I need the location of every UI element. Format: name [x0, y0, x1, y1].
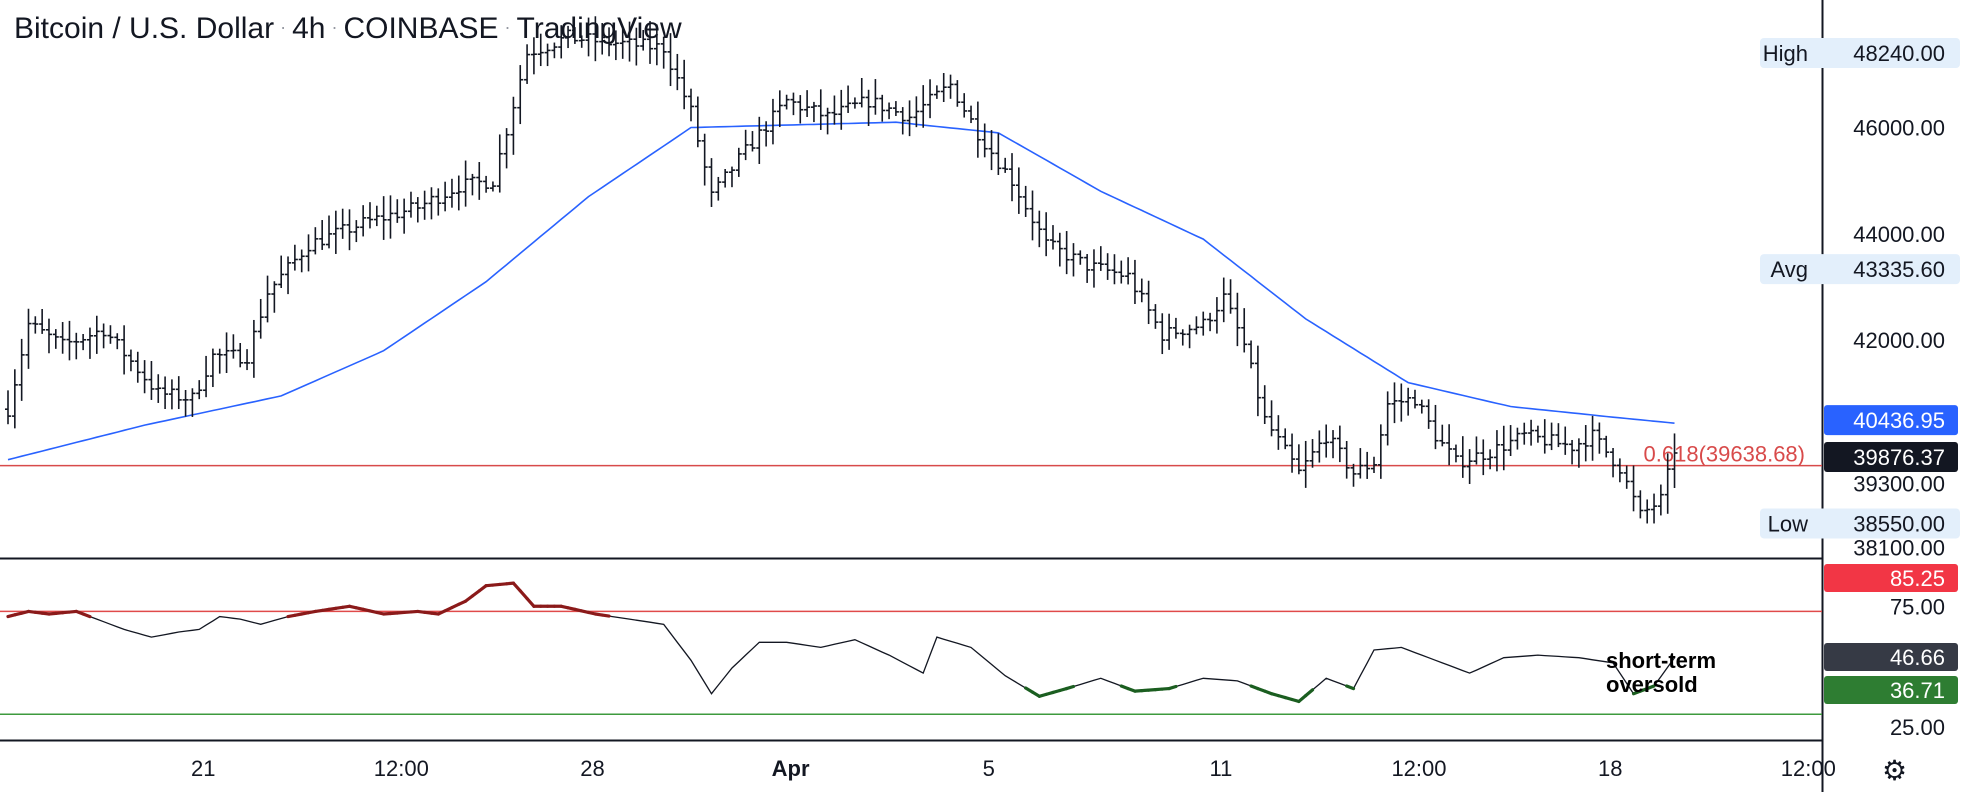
rsi-value-text: 46.66	[1890, 645, 1945, 670]
price-tick-label: 44000.00	[1853, 222, 1945, 247]
interval-label[interactable]: 4h	[292, 12, 326, 45]
price-tick-label: 38100.00	[1853, 535, 1945, 560]
title-separator: ·	[504, 17, 511, 37]
ma-price-badge	[1824, 405, 1958, 436]
rsi-value-text: 36.71	[1890, 678, 1945, 703]
high-label-bg	[1760, 38, 1960, 68]
rsi-highlight-segment	[1304, 688, 1315, 698]
avg-label: Avg	[1770, 257, 1808, 282]
exchange-label: COINBASE	[343, 12, 499, 45]
rsi-highlight-segment	[600, 613, 611, 618]
rsi-highlight-segment	[525, 596, 536, 608]
annotation-oversold: oversold	[1606, 672, 1698, 697]
rsi-highlight-segment	[81, 612, 92, 619]
time-tick-label: 18	[1598, 756, 1622, 781]
high-label-value: 48240.00	[1853, 41, 1945, 66]
rsi-value-text: 85.25	[1890, 566, 1945, 591]
fib-level-label: 0.618(39638.68)	[1644, 442, 1805, 467]
time-tick-label: 12:00	[374, 756, 429, 781]
time-tick-label: 11	[1209, 756, 1232, 781]
time-tick-label: 28	[580, 756, 604, 781]
price-tick-label: 39300.00	[1853, 472, 1945, 497]
chart-title: Bitcoin / U.S. Dollar · 4h · COINBASE · Tradin…	[14, 12, 682, 46]
rsi-value-badge	[1824, 676, 1958, 704]
time-tick-label: 21	[191, 756, 215, 781]
time-tick-label: Apr	[772, 756, 810, 781]
rsi-value-badge	[1824, 643, 1958, 671]
title-separator: ·	[331, 17, 338, 37]
avg-label-value: 43335.60	[1853, 257, 1945, 282]
rsi-highlight-segment	[518, 589, 529, 601]
price-tick-label: 42000.00	[1853, 328, 1945, 353]
annotation-short-term: short-term	[1606, 648, 1717, 673]
moving-average-line	[7, 121, 1675, 461]
rsi-highlight-segment	[1167, 684, 1178, 691]
ma-price-value: 40436.95	[1853, 408, 1945, 433]
rsi-value-badge	[1824, 564, 1958, 592]
avg-label-bg	[1760, 254, 1960, 285]
gear-icon[interactable]: ⚙	[1882, 755, 1908, 786]
rsi-highlight-segment	[1645, 684, 1656, 691]
time-tick-label: 12:00	[1391, 756, 1446, 781]
last-price-value: 39876.37	[1853, 445, 1945, 470]
last-price-badge	[1824, 441, 1958, 472]
rsi-highlight-segment	[511, 581, 522, 593]
price-tick-label: 46000.00	[1853, 116, 1945, 141]
platform-label: TradingView	[516, 12, 682, 45]
time-tick-label: 12:00	[1781, 756, 1836, 781]
rsi-highlight-segment	[1065, 684, 1076, 691]
rsi-line	[7, 582, 1676, 703]
rsi-axis-label: 75.00	[1890, 594, 1945, 619]
low-label-bg	[1760, 508, 1960, 539]
high-label: High	[1763, 41, 1808, 66]
rsi-highlight-segment	[1345, 684, 1356, 691]
symbol-name[interactable]: Bitcoin / U.S. Dollar	[14, 12, 275, 45]
rsi-axis-label: 25.00	[1890, 715, 1945, 740]
low-label: Low	[1768, 511, 1808, 536]
low-label-value: 38550.00	[1853, 511, 1945, 536]
title-separator: ·	[280, 17, 287, 37]
time-tick-label: 5	[983, 756, 995, 781]
